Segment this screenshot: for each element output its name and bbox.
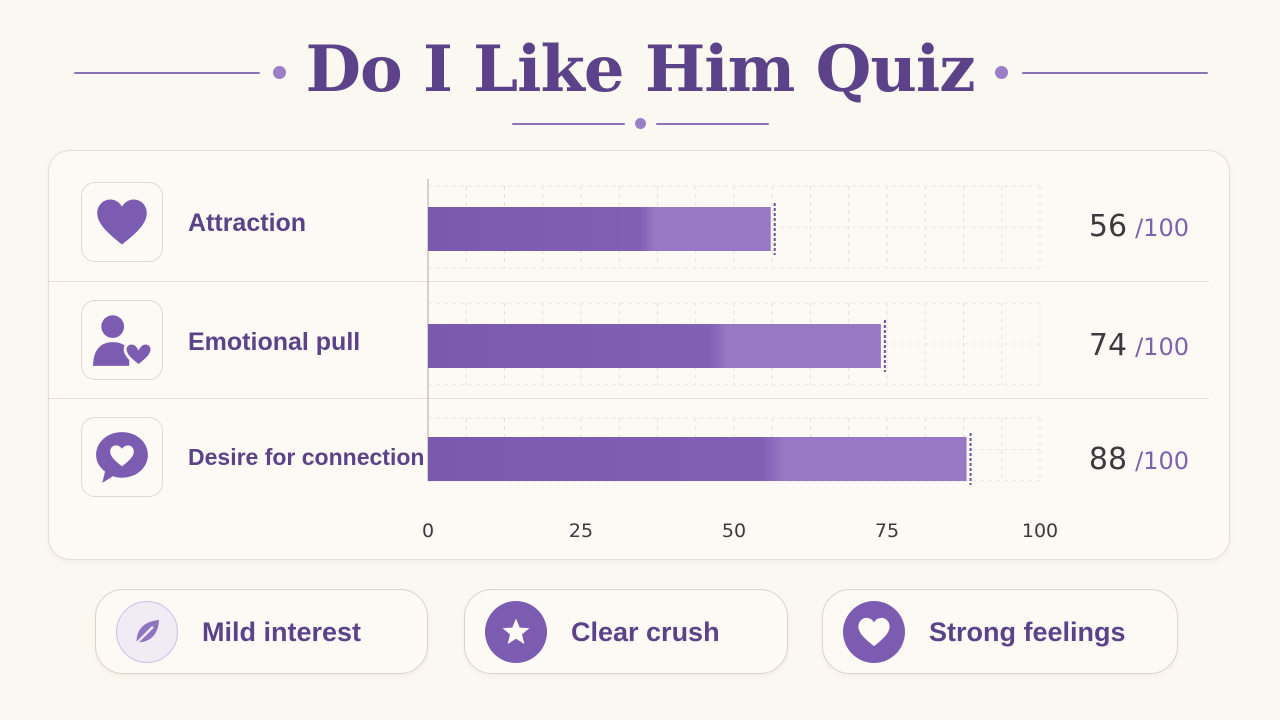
bar-desire-for-connection [428, 437, 967, 481]
bar-attraction [428, 207, 771, 251]
subtitle-dot [635, 118, 646, 129]
score-value: 74 [1088, 328, 1128, 363]
row-divider [49, 281, 1209, 282]
legend-strong-feelings: Strong feelings [822, 589, 1178, 674]
title-rule-left [74, 72, 260, 74]
title-dot-right [995, 66, 1008, 79]
score-value: 88 [1088, 442, 1128, 477]
bar-chart: 0 25 50 75 100 [422, 179, 1058, 542]
score-attraction: 56 /100 [1029, 209, 1189, 249]
title-dot-left [273, 66, 286, 79]
emotional-pull-icon-box [81, 300, 163, 380]
x-tick-label: 75 [875, 520, 899, 542]
legend-clear-crush: Clear crush [464, 589, 788, 674]
score-desire-for-connection: 88 /100 [1029, 442, 1189, 482]
legend-mild-interest: Mild interest [95, 589, 428, 674]
x-tick-label: 100 [1022, 520, 1058, 542]
score-value: 56 [1088, 209, 1128, 244]
score-emotional-pull: 74 /100 [1029, 328, 1189, 368]
legend-label: Clear crush [571, 616, 720, 647]
attraction-icon-box [81, 182, 163, 262]
heart-icon [843, 601, 905, 663]
score-max: /100 [1135, 447, 1189, 475]
legend-label: Strong feelings [929, 616, 1126, 647]
leaf-icon [116, 601, 178, 663]
x-tick-label: 50 [722, 520, 746, 542]
speech-bubble-heart-icon [96, 432, 148, 483]
page-title: Do I Like Him Quiz [305, 32, 975, 107]
row-divider [49, 398, 1209, 399]
row-label-attraction: Attraction [188, 208, 307, 237]
row-label-desire-for-connection: Desire for connection [188, 443, 425, 470]
connection-icon-box [81, 417, 163, 497]
person-heart-icon [93, 315, 153, 368]
score-max: /100 [1135, 333, 1189, 361]
heart-icon [97, 199, 147, 245]
score-max: /100 [1135, 214, 1189, 242]
legend-label: Mild interest [202, 616, 362, 647]
subtitle-rule-right [656, 123, 769, 125]
star-icon [485, 601, 547, 663]
x-tick-label: 25 [569, 520, 593, 542]
chart-card: Attraction 56 /100 Emotional pull 74 /10… [48, 150, 1230, 560]
title-rule-right [1022, 72, 1208, 74]
row-label-emotional-pull: Emotional pull [188, 327, 361, 356]
bar-emotional-pull [428, 324, 881, 368]
subtitle-rule-left [512, 123, 625, 125]
x-tick-label: 0 [422, 520, 434, 542]
